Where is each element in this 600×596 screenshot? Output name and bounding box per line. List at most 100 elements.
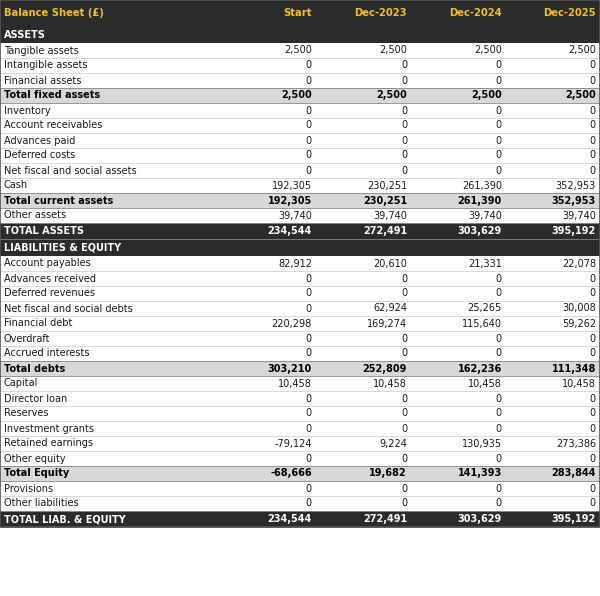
Text: 2,500: 2,500 — [565, 91, 596, 101]
Bar — [0, 511, 600, 527]
Text: 0: 0 — [306, 135, 312, 145]
Text: 0: 0 — [590, 105, 596, 116]
Text: 261,390: 261,390 — [462, 181, 502, 191]
Text: 0: 0 — [401, 334, 407, 343]
Text: 0: 0 — [590, 151, 596, 160]
Text: 0: 0 — [306, 120, 312, 131]
Bar — [0, 163, 600, 178]
Text: 0: 0 — [306, 166, 312, 175]
Text: 261,390: 261,390 — [458, 195, 502, 206]
Bar — [0, 256, 600, 271]
Text: Provisions: Provisions — [4, 483, 53, 493]
Text: 303,629: 303,629 — [458, 514, 502, 524]
Text: 39,740: 39,740 — [562, 210, 596, 221]
Text: 0: 0 — [306, 288, 312, 299]
Bar — [0, 239, 600, 256]
Text: Deferred costs: Deferred costs — [4, 151, 75, 160]
Text: 141,393: 141,393 — [458, 468, 502, 479]
Text: 0: 0 — [496, 120, 502, 131]
Text: 0: 0 — [401, 408, 407, 418]
Text: 0: 0 — [306, 424, 312, 433]
Text: Total current assets: Total current assets — [4, 195, 113, 206]
Bar — [0, 466, 600, 481]
Text: Total Equity: Total Equity — [4, 468, 69, 479]
Text: 0: 0 — [496, 105, 502, 116]
Text: 192,305: 192,305 — [272, 181, 312, 191]
Bar — [0, 421, 600, 436]
Bar — [0, 391, 600, 406]
Text: 0: 0 — [401, 288, 407, 299]
Bar — [0, 43, 600, 58]
Text: 20,610: 20,610 — [373, 259, 407, 269]
Text: Dec-2023: Dec-2023 — [355, 8, 407, 18]
Text: 303,210: 303,210 — [268, 364, 312, 374]
Text: 115,640: 115,640 — [462, 318, 502, 328]
Bar — [0, 178, 600, 193]
Text: 0: 0 — [496, 61, 502, 70]
Text: 0: 0 — [590, 334, 596, 343]
Text: Other liabilities: Other liabilities — [4, 498, 79, 508]
Text: 0: 0 — [496, 151, 502, 160]
Text: 395,192: 395,192 — [552, 514, 596, 524]
Bar — [0, 286, 600, 301]
Text: 0: 0 — [590, 424, 596, 433]
Text: 10,458: 10,458 — [278, 378, 312, 389]
Text: 0: 0 — [401, 135, 407, 145]
Text: 30,008: 30,008 — [562, 303, 596, 313]
Bar — [0, 346, 600, 361]
Text: 62,924: 62,924 — [373, 303, 407, 313]
Text: Investment grants: Investment grants — [4, 424, 94, 433]
Text: Dec-2024: Dec-2024 — [449, 8, 502, 18]
Text: 0: 0 — [401, 349, 407, 359]
Text: Account payables: Account payables — [4, 259, 91, 269]
Text: 0: 0 — [401, 61, 407, 70]
Text: 0: 0 — [496, 483, 502, 493]
Text: 22,078: 22,078 — [562, 259, 596, 269]
Text: 0: 0 — [306, 61, 312, 70]
Text: 0: 0 — [590, 166, 596, 175]
Text: Account receivables: Account receivables — [4, 120, 103, 131]
Text: Intangible assets: Intangible assets — [4, 61, 88, 70]
Text: 234,544: 234,544 — [268, 514, 312, 524]
Text: 272,491: 272,491 — [363, 514, 407, 524]
Text: 0: 0 — [306, 393, 312, 403]
Text: 0: 0 — [496, 498, 502, 508]
Text: 0: 0 — [306, 483, 312, 493]
Text: 0: 0 — [496, 408, 502, 418]
Bar — [0, 193, 600, 208]
Text: 0: 0 — [401, 151, 407, 160]
Text: 111,348: 111,348 — [551, 364, 596, 374]
Text: 192,305: 192,305 — [268, 195, 312, 206]
Text: 0: 0 — [401, 498, 407, 508]
Text: 0: 0 — [590, 393, 596, 403]
Text: 10,458: 10,458 — [373, 378, 407, 389]
Bar — [0, 148, 600, 163]
Text: Overdraft: Overdraft — [4, 334, 50, 343]
Text: 0: 0 — [306, 105, 312, 116]
Text: 0: 0 — [496, 393, 502, 403]
Text: Reserves: Reserves — [4, 408, 49, 418]
Text: 0: 0 — [306, 349, 312, 359]
Text: 0: 0 — [590, 498, 596, 508]
Text: 0: 0 — [306, 408, 312, 418]
Bar — [0, 118, 600, 133]
Bar — [0, 133, 600, 148]
Text: -79,124: -79,124 — [275, 439, 312, 449]
Text: 2,500: 2,500 — [474, 45, 502, 55]
Text: 0: 0 — [590, 454, 596, 464]
Text: 0: 0 — [496, 135, 502, 145]
Text: 0: 0 — [590, 120, 596, 131]
Text: 272,491: 272,491 — [363, 226, 407, 236]
Bar — [0, 361, 600, 376]
Text: 0: 0 — [306, 151, 312, 160]
Text: Director loan: Director loan — [4, 393, 67, 403]
Text: 25,265: 25,265 — [468, 303, 502, 313]
Text: 162,236: 162,236 — [458, 364, 502, 374]
Text: 59,262: 59,262 — [562, 318, 596, 328]
Text: 169,274: 169,274 — [367, 318, 407, 328]
Text: 2,500: 2,500 — [379, 45, 407, 55]
Text: Total fixed assets: Total fixed assets — [4, 91, 100, 101]
Bar — [0, 301, 600, 316]
Text: LIABILITIES & EQUITY: LIABILITIES & EQUITY — [4, 243, 121, 253]
Text: 0: 0 — [306, 76, 312, 85]
